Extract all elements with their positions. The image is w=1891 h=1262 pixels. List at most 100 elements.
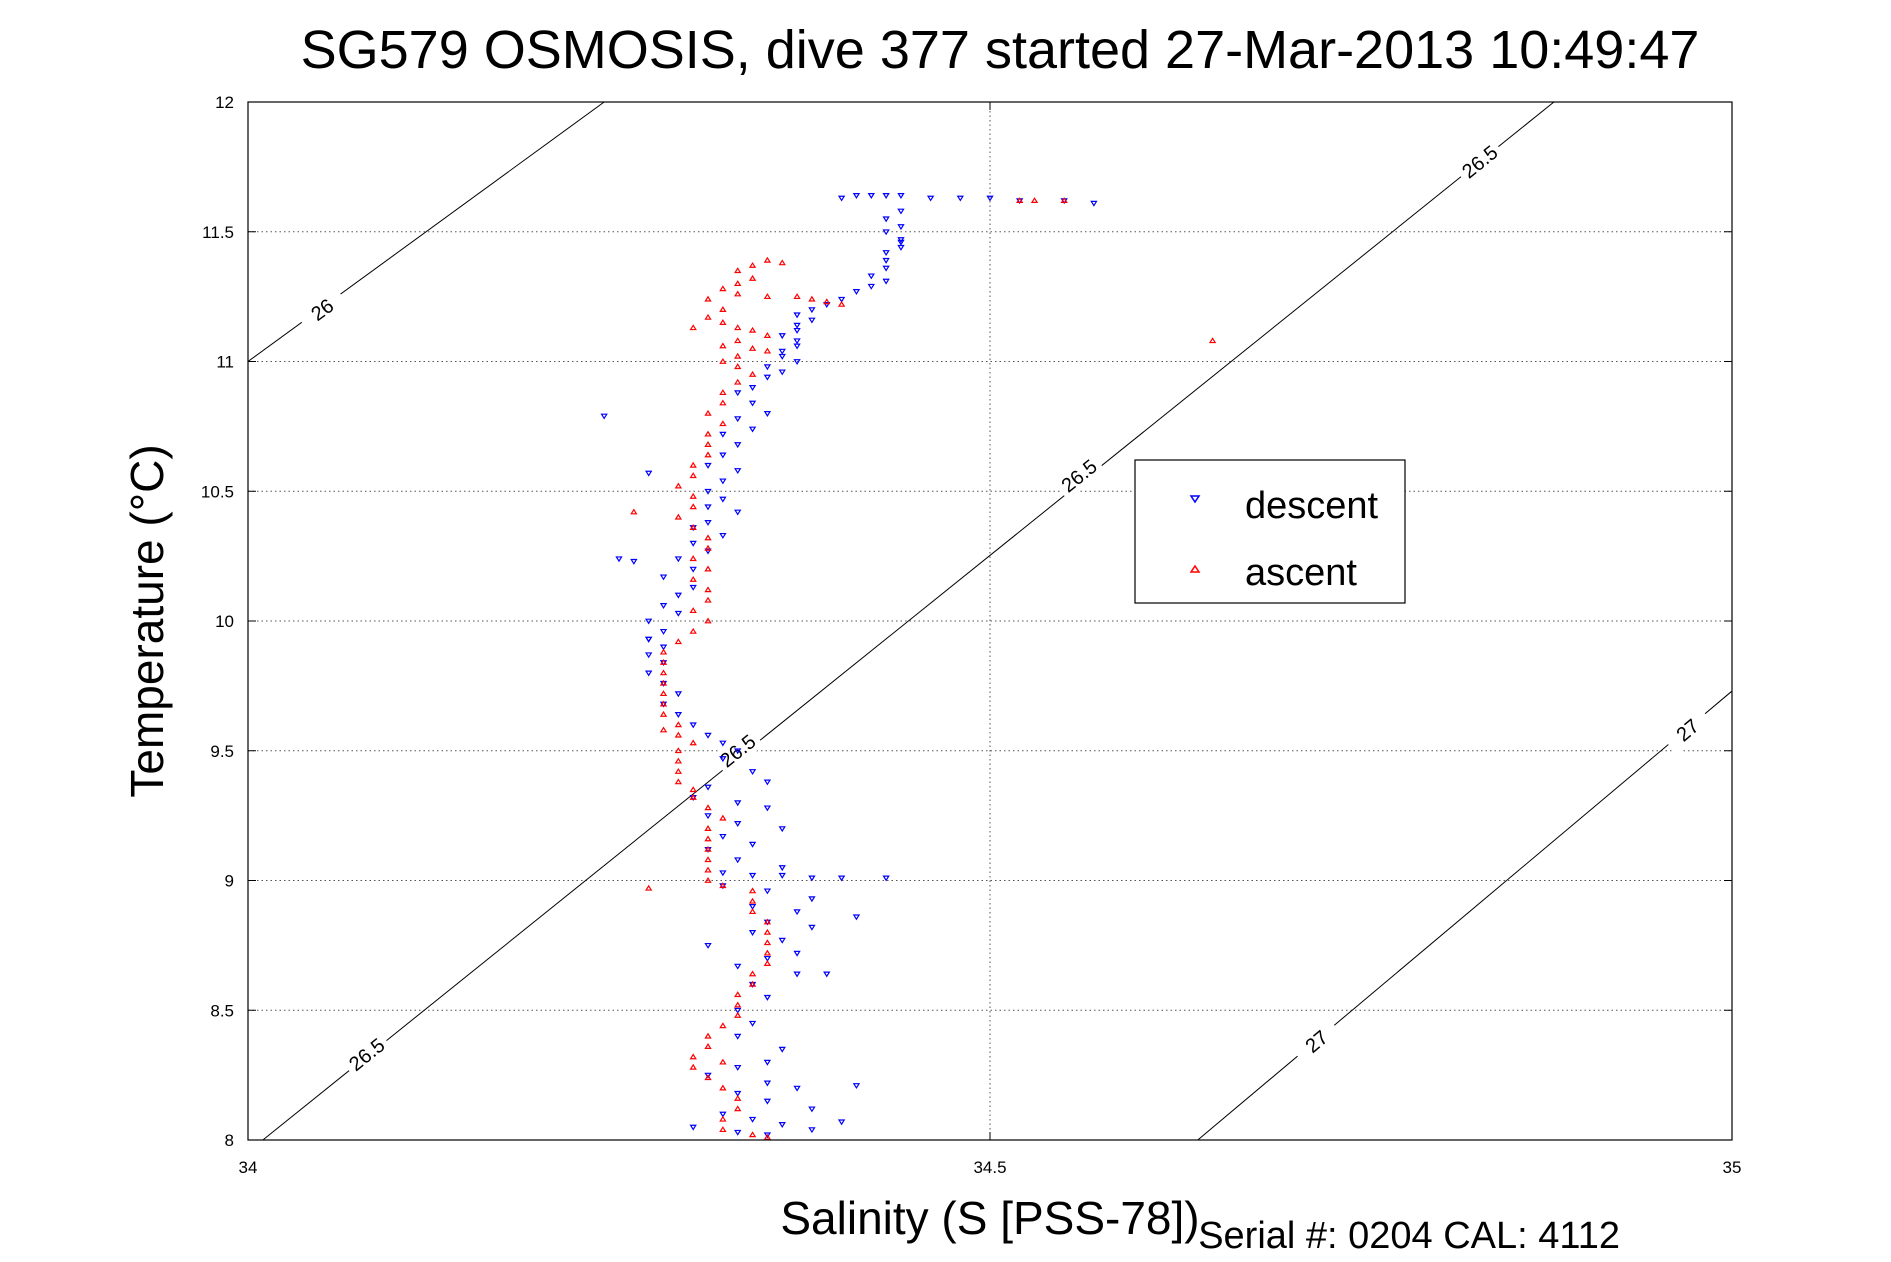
ascent-point [659,700,668,707]
descent-point [748,769,757,776]
descent-point [748,426,757,433]
descent-point [793,338,801,345]
legend-label-descent: descent [1245,485,1379,527]
ascent-point [734,290,742,297]
descent-point [748,904,757,910]
descent-point [689,540,697,547]
y-tick-label: 10 [215,612,234,631]
descent-point [734,1064,742,1071]
descent-point [763,411,772,417]
descent-point [852,914,861,921]
ascent-point [689,786,697,793]
ascent-point [689,607,697,614]
ascent-point [689,739,697,746]
ascent-point [734,1011,742,1018]
ascent-point [763,256,772,263]
ascent-point [674,482,683,489]
ascent-point [719,285,727,292]
descent-point [882,265,890,272]
ascent-point [1060,197,1068,204]
ascent-point [659,648,668,655]
descent-point [704,462,712,469]
descent-point [734,821,742,827]
descent-point [882,278,890,285]
ascent-point [704,1043,712,1049]
descent-point [837,195,846,202]
ascent-point [704,534,712,541]
descent-point [867,283,875,290]
ascent-point [689,492,697,499]
descent-point [808,317,816,324]
ascent-point [734,352,742,359]
descent-point [897,224,905,231]
descent-point [748,1116,757,1123]
descent-point [719,833,727,840]
ascent-point [719,357,727,364]
descent-point [704,784,712,791]
descent-point [734,390,742,397]
ascent-point [704,825,712,832]
descent-point [808,1127,816,1134]
descent-point [882,193,890,199]
descent-point [867,273,875,280]
ascent-point [719,814,727,821]
ascent-point [734,1105,742,1112]
descent-point [659,603,668,609]
descent-point [793,971,801,978]
descent-point [719,1111,727,1118]
descent-point [897,239,905,246]
ascent-point [748,344,757,351]
descent-point [734,857,742,864]
descent-point [734,1033,742,1040]
descent-point [734,748,742,755]
ascent-point [748,897,757,904]
descent-point [734,468,742,475]
descent-point [763,1059,772,1066]
descent-point [778,1046,786,1053]
descent-point [704,732,712,739]
descent-point [689,1124,697,1131]
ascent-point [763,1133,772,1140]
ascent-point [704,544,712,551]
descent-point [659,628,668,635]
descent-point [734,1090,742,1097]
descent-point [793,359,801,366]
ascent-point [674,757,683,764]
ascent-point [674,513,683,520]
descent-point [659,574,668,581]
ascent-point [763,332,772,338]
descent-point [882,875,890,882]
descent-point [793,327,801,334]
descent-point [763,1098,772,1105]
ascent-point [734,267,742,274]
descent-point [674,712,683,718]
descent-point [704,1072,712,1079]
descent-point [719,870,727,877]
ascent-point [719,399,727,406]
descent-point [778,333,786,340]
ascent-point [704,565,712,572]
legend: descent ascent [1134,459,1406,604]
descent-point [719,431,727,438]
descent-point [882,257,890,264]
descent-point [719,756,727,763]
descent-point [778,369,786,376]
y-tick-label: 9.5 [210,742,234,761]
serial-cal-footer: Serial #: 0204 CAL: 4112 [1198,1215,1620,1257]
ascent-point [704,451,712,458]
legend-marker-descent [1189,495,1201,504]
y-tick-label: 11 [216,353,234,372]
ascent-point [719,1084,727,1091]
ascent-point [734,1094,742,1101]
x-tick-label: 34 [239,1158,258,1177]
ascent-point [674,731,683,738]
ascent-point [748,274,757,281]
descent-point [897,208,905,215]
ascent-point [837,300,846,307]
ascent-point [719,319,727,325]
descent-point [808,875,816,882]
descent-point [778,826,786,833]
descent-point [704,504,712,511]
descent-point [778,872,786,879]
descent-point [734,963,742,970]
